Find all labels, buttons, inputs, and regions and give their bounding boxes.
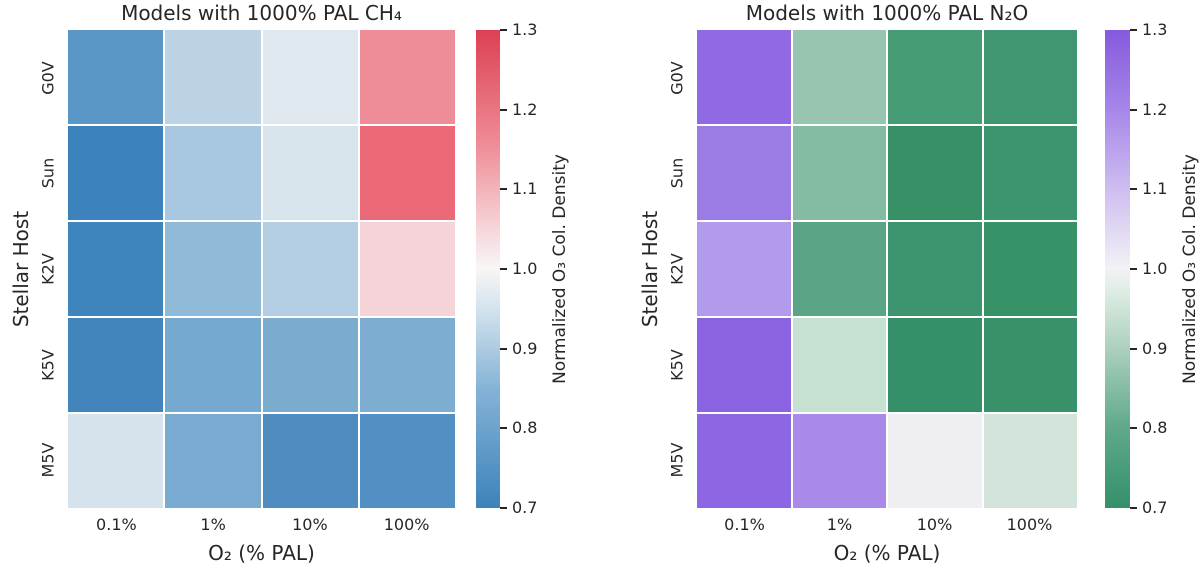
x-tick-labels: 0.1% 1% 10% 100% <box>68 515 455 534</box>
heatmap-cell <box>888 318 982 412</box>
x-tick: 100% <box>383 515 430 534</box>
colorbar-tick <box>500 268 507 270</box>
heatmap-cell <box>983 126 1077 220</box>
y-axis-label: Stellar Host <box>638 30 662 508</box>
colorbar-tick-label: 0.7 <box>512 498 538 518</box>
colorbar-tick <box>1130 427 1137 430</box>
heatmap-cell <box>359 30 455 124</box>
x-tick-labels: 0.1% 1% 10% 100% <box>697 515 1077 534</box>
heatmap-cell <box>165 30 261 124</box>
colorbar-tick-label: 1.2 <box>512 99 538 119</box>
x-axis-label: O₂ (% PAL) <box>833 541 941 565</box>
y-tick: M5V <box>667 442 687 478</box>
heatmap-cell <box>983 318 1077 412</box>
y-tick: K2V <box>667 253 687 285</box>
heatmap-cell <box>68 414 164 508</box>
heatmap-cell <box>262 126 358 220</box>
heatmap-cell <box>262 30 358 124</box>
colorbar-tick <box>500 29 507 31</box>
colorbar-tick-label: 1.0 <box>512 259 538 279</box>
chart-title: Models with 1000% PAL N₂O <box>745 1 1029 25</box>
colorbar-tick-label: 0.7 <box>1142 498 1168 518</box>
heatmap-cell <box>792 126 886 220</box>
y-axis-label-text: Stellar Host <box>638 210 662 328</box>
colorbar-tick <box>500 108 507 111</box>
heatmap-cell <box>68 222 164 316</box>
colorbar-tick <box>1130 188 1137 191</box>
y-tick-labels: G0V Sun K2V K5V M5V <box>661 30 693 508</box>
heatmap-cell <box>359 414 455 508</box>
x-axis-label: O₂ (% PAL) <box>208 541 315 565</box>
colorbar: 0.7 0.8 0.9 1.0 1.1 1.2 1.3 <box>476 20 537 517</box>
x-tick: 10% <box>292 515 328 534</box>
colorbar-tick-label: 0.8 <box>512 418 538 438</box>
heatmap-cell <box>68 30 164 124</box>
x-tick: 1% <box>200 515 226 534</box>
heatmap-cell <box>68 126 164 220</box>
y-tick: G0V <box>667 61 687 95</box>
heatmap-cell <box>359 318 455 412</box>
heatmap-cell <box>983 30 1077 124</box>
colorbar-tick <box>500 427 507 430</box>
heatmap-cell <box>165 222 261 316</box>
x-tick: 10% <box>916 515 953 534</box>
heatmap-cell <box>697 318 791 412</box>
heatmap-cell <box>697 222 791 316</box>
heatmap-cell <box>262 414 358 508</box>
heatmap-cell <box>888 414 982 508</box>
heatmap-cell <box>165 318 261 412</box>
x-tick: 100% <box>1006 515 1053 534</box>
colorbar-tick <box>500 507 507 509</box>
heatmap-cell <box>983 222 1077 316</box>
colorbar-tick <box>1130 347 1137 350</box>
heatmap-cell <box>68 318 164 412</box>
heatmap-cell <box>165 126 261 220</box>
heatmap-cell <box>165 414 261 508</box>
heatmap-cell <box>697 126 791 220</box>
heatmap-cell <box>983 414 1077 508</box>
colorbar-tick-label: 1.0 <box>1142 259 1168 279</box>
heatmap-cell <box>359 126 455 220</box>
x-tick: 1% <box>826 515 853 534</box>
colorbar-tick-label: 0.9 <box>1142 338 1168 358</box>
colorbar-tick <box>500 188 507 191</box>
heatmap-cell <box>888 126 982 220</box>
colorbar-tick <box>1130 268 1137 270</box>
colorbar-tick <box>1130 108 1137 111</box>
y-tick: Sun <box>667 158 687 189</box>
heatmap-cell <box>262 318 358 412</box>
colorbar-tick <box>1130 29 1137 31</box>
heatmap-cell <box>792 30 886 124</box>
heatmap-grid <box>68 30 455 508</box>
x-tick: 0.1% <box>96 515 137 534</box>
heatmap-cell <box>888 222 982 316</box>
heatmap-cell <box>359 222 455 316</box>
chart-title: Models with 1000% PAL CH₄ <box>121 1 402 25</box>
colorbar-tick <box>1130 507 1137 509</box>
colorbar-tick-label: 1.1 <box>1142 179 1168 199</box>
heatmap-cell <box>697 30 791 124</box>
colorbar-tick-label: 0.8 <box>1142 418 1168 438</box>
heatmap-cell <box>888 30 982 124</box>
colorbar-tick-label: 0.9 <box>512 338 538 358</box>
heatmap-cell <box>697 414 791 508</box>
y-tick: K5V <box>667 348 687 381</box>
colorbar-tick-label: 1.1 <box>512 179 538 199</box>
colorbar: 0.7 0.8 0.9 1.0 1.1 1.2 1.3 <box>1105 20 1167 517</box>
heatmap-cell <box>792 414 886 508</box>
colorbar-label-text: Normalized O₃ Col. Density <box>1180 154 1200 384</box>
colorbar-tick-label: 1.2 <box>1142 99 1168 119</box>
heatmap-cell <box>262 222 358 316</box>
heatmap-cell <box>792 318 886 412</box>
heatmap-grid <box>697 30 1077 508</box>
heatmap-cell <box>792 222 886 316</box>
colorbar-tick-label: 1.3 <box>512 20 538 40</box>
x-tick: 0.1% <box>724 515 765 534</box>
colorbar-tick-label: 1.3 <box>1142 20 1168 40</box>
colorbar-tick <box>500 347 507 350</box>
